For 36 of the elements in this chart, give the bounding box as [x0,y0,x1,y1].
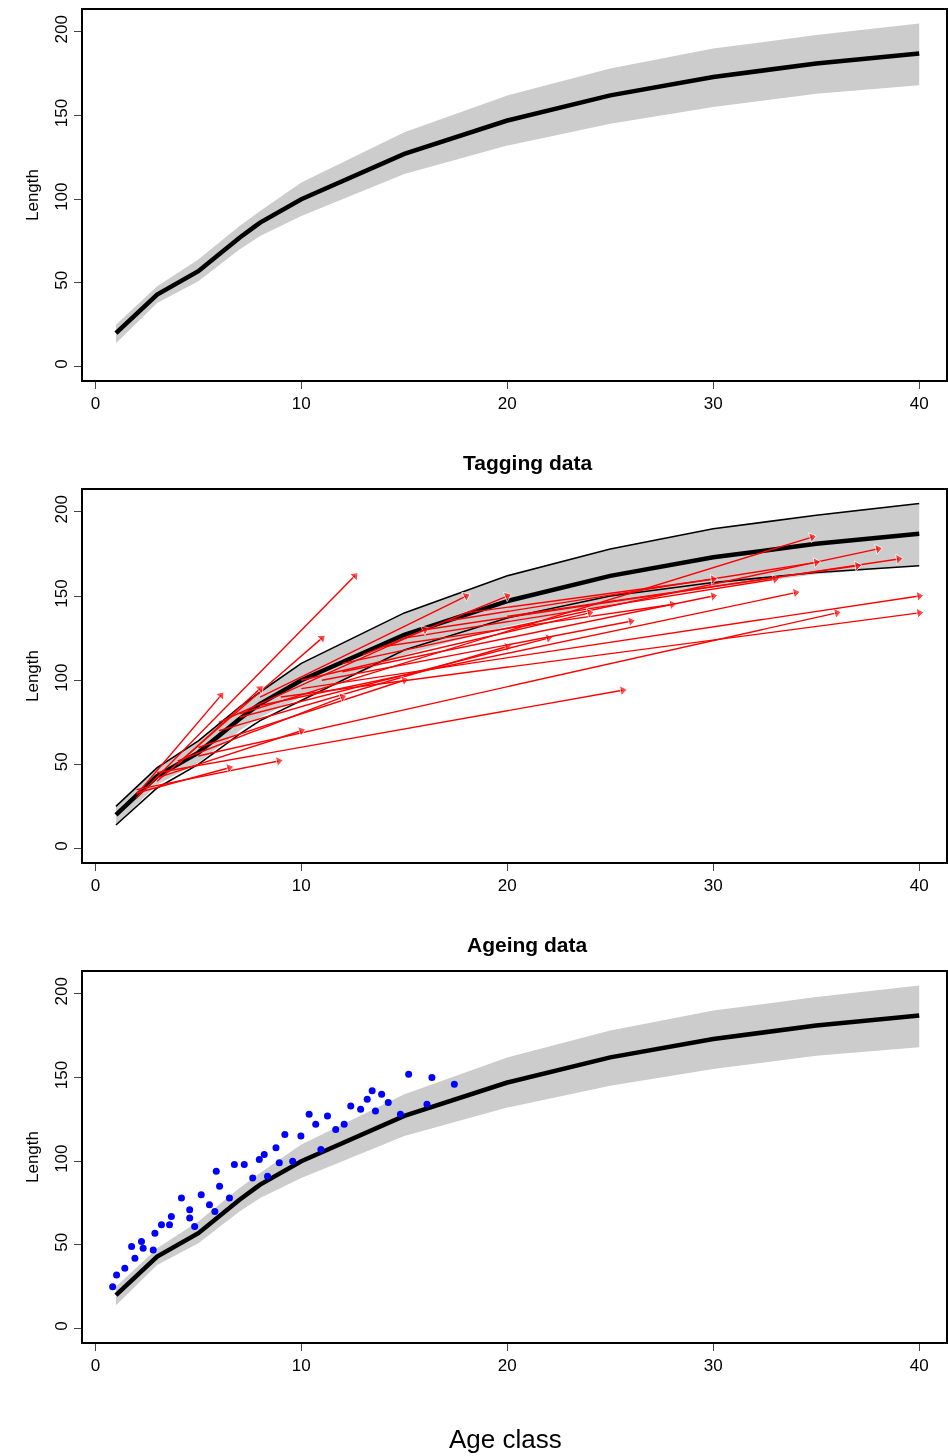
y-tick-label: 50 [52,752,72,772]
chart-title: Tagging data [463,451,593,474]
x-tick-label: 0 [90,1356,101,1376]
x-tick-label: 40 [909,394,929,414]
x-tick-label: 10 [291,876,311,896]
y-tick-label: 150 [52,98,72,128]
x-tick-label: 20 [497,876,517,896]
x-axis-title: Age class [449,1424,562,1454]
y-tick-label: 100 [52,663,72,692]
y-tick-label: 50 [52,270,72,290]
x-tick-label: 40 [909,876,929,896]
x-tick-label: 0 [90,394,101,414]
y-axis-title: Length [22,169,42,221]
x-tick-label: 40 [909,1356,929,1376]
y-tick-label: 150 [52,579,72,608]
y-tick-label: 100 [52,182,72,211]
y-axis-title: Length [22,650,42,702]
x-tick-label: 30 [703,876,723,896]
y-tick-label: 100 [52,1144,72,1173]
y-tick-label: 200 [52,495,72,524]
x-tick-label: 30 [703,1356,723,1376]
y-tick-label: 200 [52,977,72,1006]
chart-title: Ageing data [467,933,588,956]
x-tick-label: 10 [291,1356,311,1376]
y-tick-label: 150 [52,1060,72,1090]
x-tick-label: 30 [703,394,723,414]
x-tick-label: 10 [291,394,311,414]
y-tick-label: 0 [52,841,72,851]
y-tick-label: 200 [52,15,72,44]
x-tick-label: 0 [90,876,101,896]
y-axis-title: Length [22,1131,42,1183]
x-tick-label: 20 [497,1356,517,1376]
y-tick-label: 50 [52,1232,72,1252]
x-tick-label: 20 [497,394,517,414]
y-tick-label: 0 [52,1321,72,1331]
y-tick-label: 0 [52,359,72,369]
